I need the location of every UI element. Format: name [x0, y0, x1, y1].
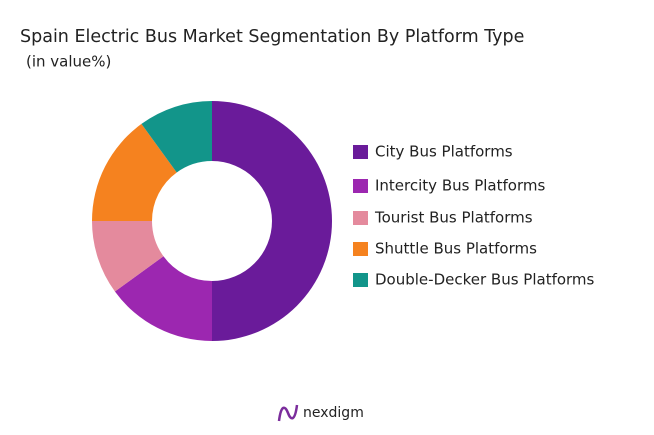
- legend-label: Tourist Bus Platforms: [374, 209, 533, 227]
- legend-label: Double-Decker Bus Platforms: [375, 271, 595, 289]
- legend-swatch: [353, 179, 368, 193]
- donut-slice: [114, 256, 212, 341]
- legend-swatch: [353, 211, 368, 225]
- legend-swatch: [353, 145, 368, 159]
- legend-label: City Bus Platforms: [375, 143, 513, 161]
- donut-slice: [141, 101, 212, 173]
- logo-icon: [277, 404, 299, 422]
- donut-slice: [212, 101, 332, 341]
- legend-swatch: [353, 242, 368, 256]
- chart-subtitle: (in value%): [26, 53, 111, 71]
- legend-swatch: [353, 273, 368, 287]
- donut-slice: [92, 221, 164, 292]
- brand-logo: nexdigm: [277, 404, 364, 422]
- donut-slice: [92, 123, 177, 221]
- brand-name: nexdigm: [303, 405, 364, 421]
- legend-label: Shuttle Bus Platforms: [375, 240, 537, 258]
- legend-label: Intercity Bus Platforms: [375, 177, 545, 195]
- chart-title: Spain Electric Bus Market Segmentation B…: [20, 27, 524, 47]
